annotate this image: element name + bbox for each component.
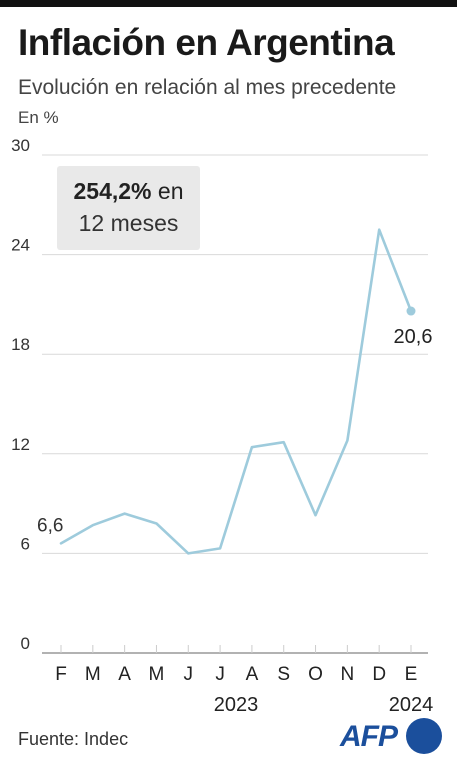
y-tick-label: 6 — [21, 534, 30, 553]
y-tick-label: 0 — [21, 634, 30, 653]
chart-title: Inflación en Argentina — [18, 22, 395, 63]
x-tick-label: A — [118, 664, 131, 685]
logo-text: AFP — [340, 720, 398, 753]
x-tick-label: M — [149, 664, 165, 685]
x-tick-label: E — [405, 664, 418, 685]
x-tick-label: F — [55, 664, 67, 685]
x-tick-label: D — [372, 664, 386, 685]
end-point-marker — [406, 306, 416, 316]
x-tick-label: J — [184, 664, 194, 685]
y-tick-label: 30 — [11, 136, 30, 155]
x-tick-label: A — [246, 664, 259, 685]
afp-logo: AFP — [340, 718, 444, 758]
y-tick-label: 18 — [11, 335, 30, 354]
x-tick-label: J — [215, 664, 225, 685]
top-bar — [0, 0, 457, 7]
chart-subtitle: Evolución en relación al mes precedente — [18, 76, 397, 99]
annotation-value: 254,2% — [73, 178, 152, 204]
year-label: 2023 — [214, 694, 259, 716]
annotation-box: 254,2% en 12 meses — [57, 166, 200, 250]
year-label: 2024 — [389, 694, 434, 716]
point-label: 6,6 — [37, 515, 63, 536]
logo-dot-icon — [406, 718, 442, 754]
annotation-line2: 12 meses — [78, 210, 179, 236]
y-tick-label: 24 — [11, 236, 30, 255]
x-tick-label: O — [308, 664, 323, 685]
x-tick-label: M — [85, 664, 101, 685]
x-tick-label: S — [277, 664, 290, 685]
y-tick-label: 12 — [11, 435, 30, 454]
annotation-text: en — [151, 178, 184, 204]
x-tick-label: N — [340, 664, 354, 685]
unit-label: En % — [18, 108, 59, 127]
series-line — [59, 228, 413, 555]
annotation-line1: 254,2% en — [57, 178, 200, 205]
source-note: Fuente: Indec — [18, 729, 129, 749]
point-label: 20,6 — [394, 326, 433, 348]
